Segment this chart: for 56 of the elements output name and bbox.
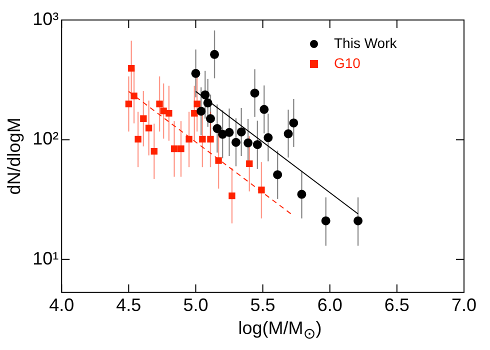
point	[212, 124, 222, 134]
x-tick-label: 5.0	[183, 295, 208, 316]
point	[191, 68, 200, 78]
point	[150, 148, 158, 155]
x-axis-title: log(M/M$_{⊙}$)	[237, 318, 323, 343]
point	[178, 145, 184, 152]
point	[200, 90, 210, 100]
y-axis-title: dN/dlogM	[4, 118, 24, 195]
point	[228, 192, 236, 200]
x-tick-label: 5.5	[250, 295, 276, 316]
point	[231, 138, 240, 147]
point	[125, 100, 132, 108]
x-tick-label: 7.0	[451, 295, 477, 316]
point	[130, 92, 138, 100]
point	[145, 124, 152, 132]
point	[128, 64, 135, 72]
point	[156, 100, 163, 108]
point	[354, 216, 363, 226]
point	[160, 108, 167, 114]
point	[258, 186, 265, 194]
point	[191, 110, 198, 117]
point	[273, 170, 282, 180]
point	[289, 118, 298, 128]
y-tick-label: 10³	[32, 8, 59, 29]
point	[140, 115, 147, 122]
point	[264, 133, 273, 142]
point	[244, 138, 253, 148]
point	[284, 129, 293, 138]
point	[215, 157, 222, 164]
point	[321, 216, 330, 226]
point	[203, 98, 212, 108]
point	[186, 136, 192, 143]
point	[134, 136, 142, 143]
x-tick-label: 4.5	[116, 295, 142, 316]
point	[166, 110, 172, 117]
x-tick-label: 6.5	[384, 295, 410, 316]
point	[224, 128, 234, 137]
point	[250, 88, 260, 98]
legend-label: G10	[334, 54, 361, 71]
legend-label: This Work	[334, 34, 398, 51]
point	[199, 136, 206, 143]
point	[252, 140, 262, 150]
point	[206, 114, 215, 124]
point	[260, 104, 269, 114]
point	[194, 100, 200, 108]
y-tick-label: 10²	[32, 128, 59, 149]
point	[170, 145, 178, 152]
point	[297, 190, 306, 199]
point	[207, 136, 214, 143]
x-tick-label: 4.0	[49, 295, 74, 316]
point	[196, 106, 206, 116]
y-tick-label: 10¹	[32, 248, 59, 268]
point	[246, 160, 253, 168]
point	[236, 127, 246, 136]
point	[210, 50, 220, 59]
x-tick-label: 6.0	[317, 295, 342, 316]
